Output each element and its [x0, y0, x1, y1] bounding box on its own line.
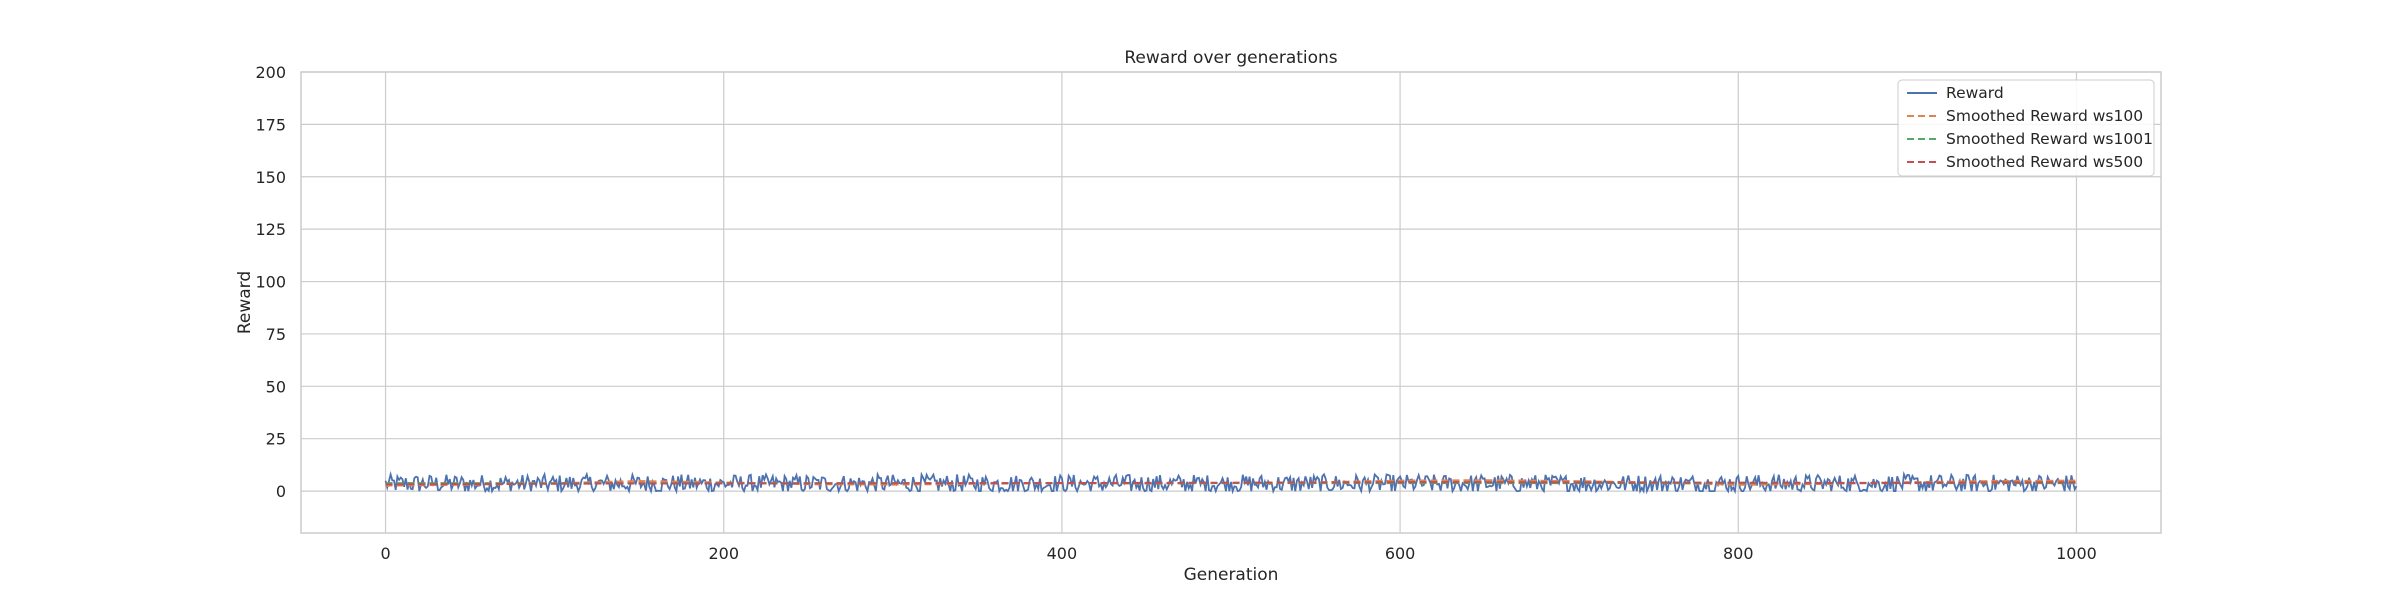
y-tick-label: 75: [266, 325, 286, 344]
y-axis-label: Reward: [235, 271, 255, 334]
legend-label: Smoothed Reward ws1001: [1946, 130, 2153, 148]
y-tick-label: 150: [255, 168, 286, 187]
x-tick-label: 200: [708, 544, 739, 563]
plot-background: [301, 72, 2161, 533]
x-axis-label: Generation: [1184, 565, 1279, 585]
x-tick-label: 0: [380, 544, 390, 563]
legend: Reward Smoothed Reward ws100 Smoothed Rewa…: [1897, 79, 2155, 177]
legend-label: Reward: [1946, 84, 2004, 102]
x-tick-label: 600: [1385, 544, 1416, 563]
y-tick-label: 0: [276, 482, 286, 501]
y-tick-label: 25: [266, 430, 286, 449]
series-line-2: [385, 479, 2077, 487]
legend-label: Smoothed Reward ws500: [1946, 153, 2143, 171]
x-tick-label: 1000: [2056, 544, 2097, 563]
y-tick-label: 100: [255, 273, 286, 292]
y-tick-label: 200: [255, 63, 286, 82]
x-tick-label: 400: [1047, 544, 1078, 563]
plot-area: [301, 72, 2161, 533]
y-tick-label: 50: [266, 377, 286, 396]
series-line-4: [385, 481, 2077, 486]
y-tick-label: 125: [255, 220, 286, 239]
series-layer: [384, 470, 2078, 495]
tick-labels: 0 200 400 600 800 1000 0 25 50 75 100 125 150 175 200: [255, 63, 2096, 563]
x-tick-label: 800: [1723, 544, 1754, 563]
y-tick-label: 175: [255, 115, 286, 134]
chart-title: Reward over generations: [1124, 48, 1337, 68]
legend-label: Smoothed Reward ws100: [1946, 107, 2143, 125]
plot-frame: [300, 71, 2162, 534]
legend-box: [1897, 79, 2155, 177]
